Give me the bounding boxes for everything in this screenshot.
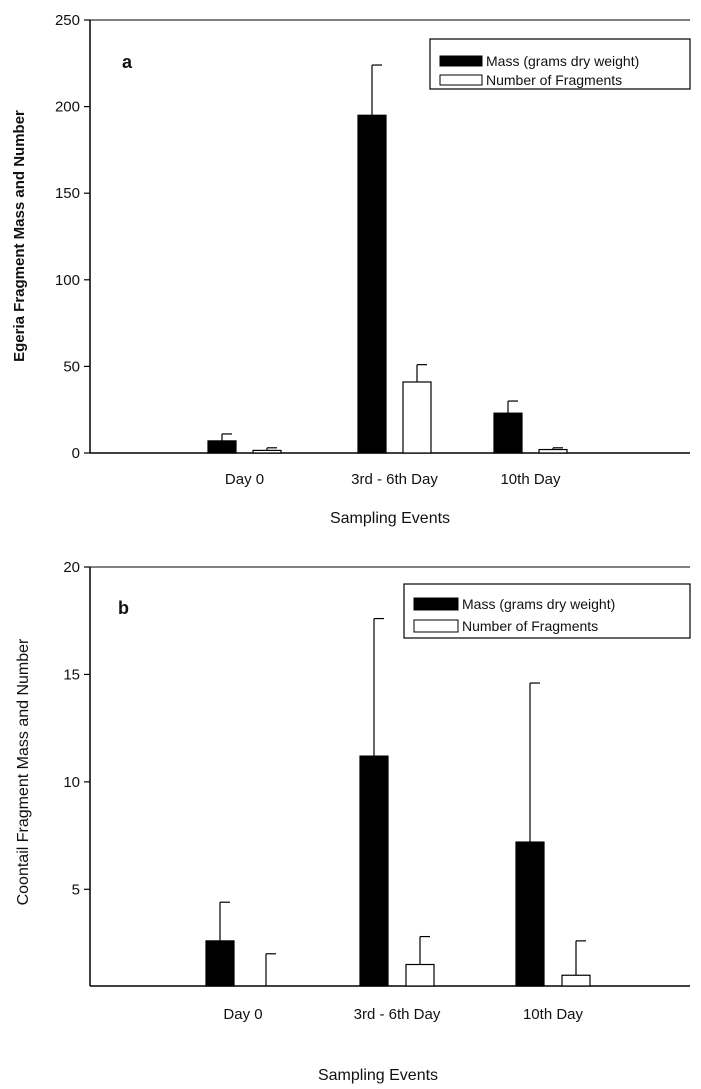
x-tick-label: Day 0 (223, 1006, 262, 1023)
legend-swatch-fragments (439, 74, 483, 86)
y-axis-title: Coontail Fragment Mass and Number (15, 638, 32, 905)
bar-mass (359, 755, 389, 987)
panel-a: a Sampling Events Egeria Fragment Mass a… (11, 12, 691, 527)
x-tick-label: 10th Day (523, 1006, 584, 1023)
bar-fragments (561, 974, 591, 987)
x-tick-labels: Day 0 3rd - 6th Day 10th Day (223, 1006, 583, 1023)
legend-swatch-mass (439, 55, 483, 67)
legend-label-fragments: Number of Fragments (486, 72, 622, 88)
bar-fragments (538, 448, 568, 454)
y-tick-label: 15 (63, 666, 80, 683)
x-tick-label: 10th Day (500, 471, 561, 488)
x-axis-title: Sampling Events (318, 1067, 438, 1084)
legend-label-mass: Mass (grams dry weight) (462, 596, 615, 612)
bar-fragments (252, 449, 282, 454)
bar-mass (205, 940, 235, 987)
y-tick-label: 20 (63, 559, 80, 576)
legend: Mass (grams dry weight) Number of Fragme… (403, 583, 691, 639)
y-ticks: 0 50 100 150 200 250 (55, 12, 90, 462)
x-tick-labels: Day 0 3rd - 6th Day 10th Day (225, 471, 561, 488)
bars (205, 617, 591, 987)
legend: Mass (grams dry weight) Number of Fragme… (429, 38, 691, 90)
bars (207, 64, 568, 454)
legend-swatch-mass (413, 597, 459, 611)
y-tick-label: 200 (55, 99, 80, 116)
bar-fragments (405, 963, 435, 987)
y-tick-label: 5 (72, 881, 80, 898)
x-tick-label: Day 0 (225, 471, 264, 488)
bar-mass (493, 412, 523, 454)
panel-label: a (122, 52, 133, 72)
y-tick-label: 100 (55, 272, 80, 289)
y-tick-label: 150 (55, 185, 80, 202)
x-tick-label: 3rd - 6th Day (354, 1006, 441, 1023)
y-tick-label: 250 (55, 12, 80, 29)
legend-label-fragments: Number of Fragments (462, 618, 598, 634)
panel-b: b Sampling Events Coontail Fragment Mass… (15, 559, 691, 1084)
y-ticks: 5 10 15 20 (63, 559, 90, 898)
bar-mass (515, 841, 545, 987)
bar-fragments (402, 381, 432, 454)
bar-mass (207, 440, 237, 454)
y-tick-label: 10 (63, 774, 80, 791)
bar-mass (357, 114, 387, 454)
x-tick-label: 3rd - 6th Day (351, 471, 438, 488)
y-axis-title: Egeria Fragment Mass and Number (11, 110, 28, 362)
legend-swatch-fragments (413, 619, 459, 633)
y-tick-label: 50 (63, 358, 80, 375)
y-tick-label: 0 (72, 445, 80, 462)
legend-label-mass: Mass (grams dry weight) (486, 53, 639, 69)
panel-label: b (118, 598, 129, 618)
x-axis-title: Sampling Events (330, 510, 450, 527)
